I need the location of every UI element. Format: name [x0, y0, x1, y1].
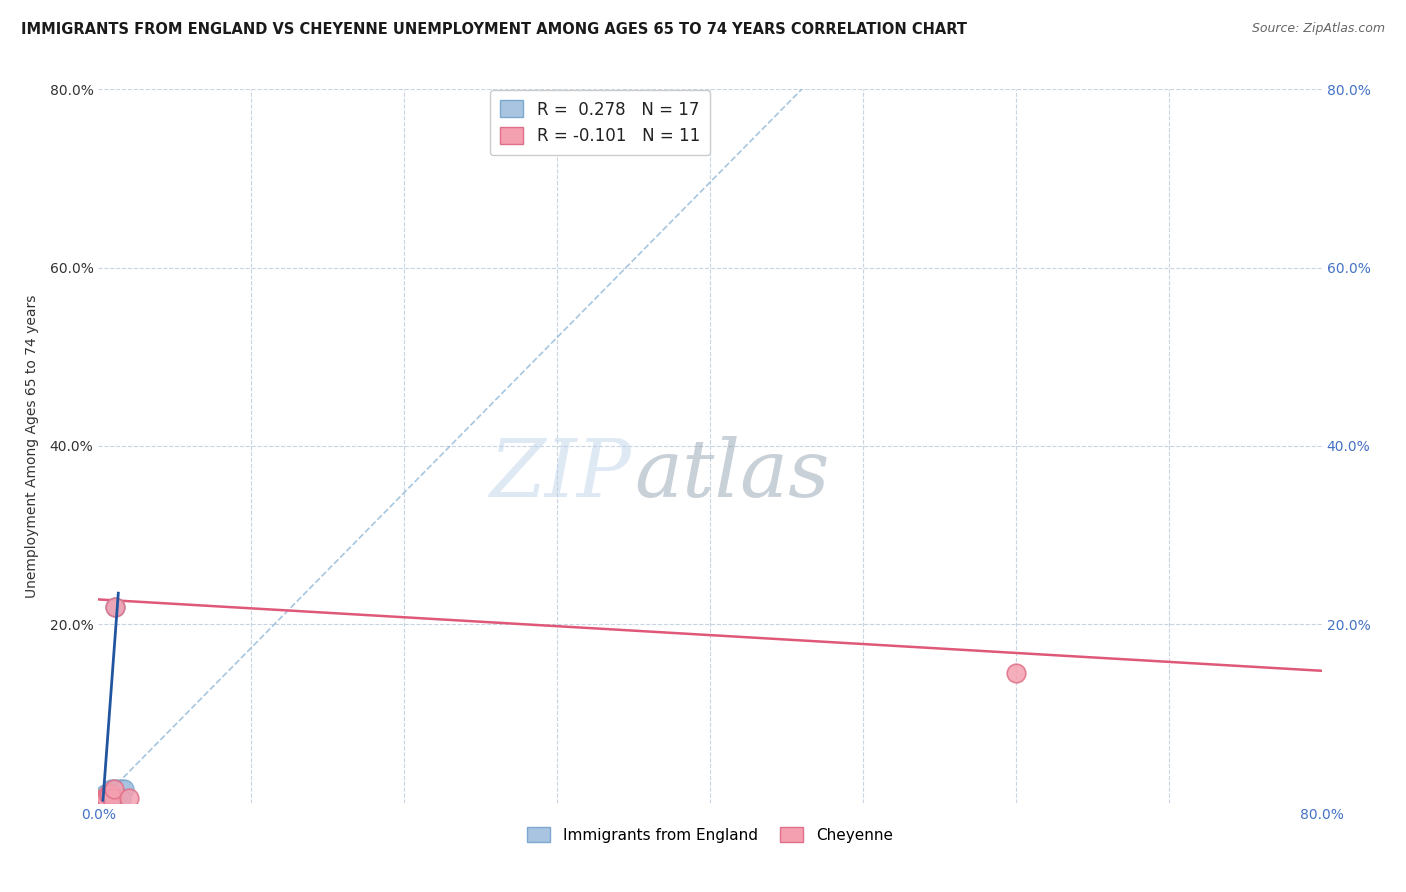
Point — [105, 787, 128, 801]
Point — [94, 791, 117, 805]
Y-axis label: Unemployment Among Ages 65 to 74 years: Unemployment Among Ages 65 to 74 years — [24, 294, 38, 598]
Point — [104, 787, 127, 801]
Point — [118, 791, 141, 805]
Point — [97, 787, 120, 801]
Point — [112, 782, 135, 797]
Text: Source: ZipAtlas.com: Source: ZipAtlas.com — [1251, 22, 1385, 36]
Text: ZIP: ZIP — [489, 436, 630, 513]
Point — [104, 599, 127, 614]
Point — [104, 599, 127, 614]
Point — [103, 787, 125, 801]
Point — [98, 791, 121, 805]
Point — [110, 782, 132, 797]
Text: atlas: atlas — [634, 436, 830, 513]
Point — [107, 787, 129, 801]
Point — [93, 787, 115, 801]
Point — [103, 782, 125, 797]
Point — [100, 787, 122, 801]
Legend: Immigrants from England, Cheyenne: Immigrants from England, Cheyenne — [522, 821, 898, 848]
Point — [105, 782, 128, 797]
Text: IMMIGRANTS FROM ENGLAND VS CHEYENNE UNEMPLOYMENT AMONG AGES 65 TO 74 YEARS CORRE: IMMIGRANTS FROM ENGLAND VS CHEYENNE UNEM… — [21, 22, 967, 37]
Point — [98, 787, 121, 801]
Point — [101, 791, 124, 805]
Point — [103, 782, 125, 797]
Point — [110, 791, 132, 805]
Point — [1004, 666, 1026, 681]
Point — [100, 782, 122, 797]
Point — [94, 791, 117, 805]
Point — [97, 791, 120, 805]
Point — [93, 791, 115, 805]
Point — [100, 787, 122, 801]
Point — [91, 791, 114, 805]
Point — [101, 791, 124, 805]
